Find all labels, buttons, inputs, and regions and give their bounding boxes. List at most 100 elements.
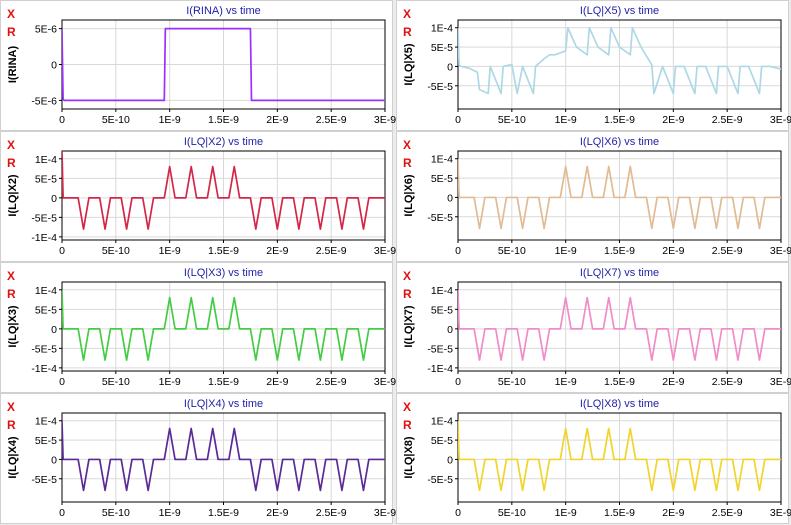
close-button[interactable]: X <box>403 269 411 283</box>
reset-button[interactable]: R <box>7 25 16 39</box>
x-tick-label: 2.5E-9 <box>316 245 347 257</box>
x-tick-label: 2E-9 <box>266 245 288 257</box>
close-button[interactable]: X <box>7 400 15 414</box>
y-tick-label: 0 <box>447 454 453 466</box>
close-button[interactable]: X <box>7 138 15 152</box>
reset-button[interactable]: R <box>403 156 412 170</box>
x-tick-label: 1.5E-9 <box>604 245 635 257</box>
x-tick-label: 1.5E-9 <box>208 376 239 388</box>
y-tick-label: 0 <box>51 454 57 466</box>
x-tick-label: 5E-10 <box>498 245 526 257</box>
plot-frame <box>457 19 782 110</box>
x-tick-label: 1E-9 <box>159 376 181 388</box>
series-line <box>458 289 781 361</box>
reset-button[interactable]: R <box>403 418 412 432</box>
x-tick-label: 5E-10 <box>498 376 526 388</box>
x-tick-label: 1E-9 <box>159 114 181 126</box>
y-axis-label: I(LQ|X3) <box>7 305 19 348</box>
x-tick-label: 0 <box>455 114 461 126</box>
x-tick-label: 3E-9 <box>770 376 791 388</box>
y-tick-label: -1E-4 <box>31 363 57 375</box>
reset-button[interactable]: R <box>7 156 16 170</box>
series-line <box>62 27 385 102</box>
chart-title: I(LQ|X5) vs time <box>580 5 659 17</box>
x-tick-label: 3E-9 <box>374 376 396 388</box>
reset-button[interactable]: R <box>7 287 16 301</box>
x-tick-label: 3E-9 <box>770 245 791 257</box>
chart-title: I(RINA) vs time <box>186 5 261 17</box>
y-axis-label: I(LQ|X8) <box>403 436 415 479</box>
x-tick-label: 0 <box>59 114 65 126</box>
panel-border <box>0 0 393 131</box>
x-tick-label: 0 <box>59 507 65 519</box>
x-tick-label: 5E-10 <box>498 507 526 519</box>
y-tick-label: 1E-4 <box>431 154 453 166</box>
y-tick-label: 1E-4 <box>431 23 453 35</box>
close-button[interactable]: X <box>403 138 411 152</box>
x-tick-label: 3E-9 <box>770 507 791 519</box>
y-axis-label: I(LQ|X5) <box>403 43 415 86</box>
plot-frame <box>457 412 782 503</box>
y-tick-label: -1E-4 <box>31 232 57 244</box>
x-tick-label: 5E-10 <box>498 114 526 126</box>
chart-title: I(LQ|X2) vs time <box>184 136 263 148</box>
y-tick-label: 1E-4 <box>35 285 57 297</box>
series-line <box>62 420 385 492</box>
panel-border <box>396 393 789 524</box>
chart-title: I(LQ|X7) vs time <box>580 267 659 279</box>
x-tick-label: 0 <box>455 507 461 519</box>
reset-button[interactable]: R <box>403 287 412 301</box>
reset-button[interactable]: R <box>403 25 412 39</box>
close-button[interactable]: X <box>403 400 411 414</box>
x-tick-label: 1.5E-9 <box>604 376 635 388</box>
x-tick-label: 2.5E-9 <box>712 376 743 388</box>
x-tick-label: 2E-9 <box>266 114 288 126</box>
y-tick-label: 1E-4 <box>431 285 453 297</box>
y-tick-label: -5E-5 <box>427 474 453 486</box>
chart-title: I(LQ|X6) vs time <box>580 136 659 148</box>
x-tick-label: 3E-9 <box>374 245 396 257</box>
series-line <box>62 289 385 361</box>
chart-panel-1: 0 5E-10 1E-9 1.5E-9 2E-9 2.5E-9 3E-95E-60-5E-6… <box>0 0 396 131</box>
x-tick-label: 2E-9 <box>266 507 288 519</box>
chart-panel-4: 0 5E-10 1E-9 1.5E-9 2E-9 2.5E-9 3E-9 1E-4 5E-5 0 -… <box>396 131 791 262</box>
chart-title: I(LQ|X4) vs time <box>184 398 263 410</box>
x-tick-label: 2.5E-9 <box>712 507 743 519</box>
y-tick-label: -5E-5 <box>31 212 57 224</box>
x-tick-label: 5E-10 <box>102 114 130 126</box>
y-tick-label: -5E-5 <box>427 81 453 93</box>
chart-panel-3: 0 5E-10 1E-9 1.5E-9 2E-9 2.5E-9 3E-91E-45E-50-… <box>0 131 396 262</box>
x-tick-label: 2E-9 <box>662 376 684 388</box>
y-axis-label: I(LQ|X7) <box>403 305 415 348</box>
x-tick-label: 1E-9 <box>555 245 577 257</box>
y-tick-label: -5E-5 <box>31 474 57 486</box>
y-tick-label: 5E-5 <box>431 304 453 316</box>
y-tick-label: 0 <box>447 61 453 73</box>
x-tick-label: 3E-9 <box>374 114 396 126</box>
y-tick-label: 5E-5 <box>35 173 57 185</box>
x-tick-label: 0 <box>455 245 461 257</box>
chart-title: I(LQ|X3) vs time <box>184 267 263 279</box>
x-tick-label: 5E-10 <box>102 376 130 388</box>
chart-panel-7: 0 5E-10 1E-9 1.5E-9 2E-9 2.5E-9 3E-9 1E-4 5E-5 0 -… <box>0 393 396 524</box>
x-tick-label: 2E-9 <box>662 245 684 257</box>
x-tick-label: 1E-9 <box>555 114 577 126</box>
panel-border <box>0 393 393 524</box>
close-button[interactable]: X <box>403 7 411 21</box>
x-tick-label: 1.5E-9 <box>208 245 239 257</box>
plot-frame <box>457 281 782 372</box>
close-button[interactable]: X <box>7 7 15 21</box>
close-button[interactable]: X <box>7 269 15 283</box>
x-tick-label: 2E-9 <box>266 376 288 388</box>
y-tick-label: 0 <box>51 324 57 336</box>
y-tick-label: 0 <box>51 193 57 205</box>
x-tick-label: 1E-9 <box>555 376 577 388</box>
x-tick-label: 3E-9 <box>770 114 791 126</box>
y-tick-label: 1E-4 <box>431 416 453 428</box>
y-tick-label: 0 <box>447 192 453 204</box>
x-tick-label: 0 <box>59 376 65 388</box>
reset-button[interactable]: R <box>7 418 16 432</box>
x-tick-label: 2E-9 <box>662 507 684 519</box>
y-tick-label: 0 <box>447 324 453 336</box>
